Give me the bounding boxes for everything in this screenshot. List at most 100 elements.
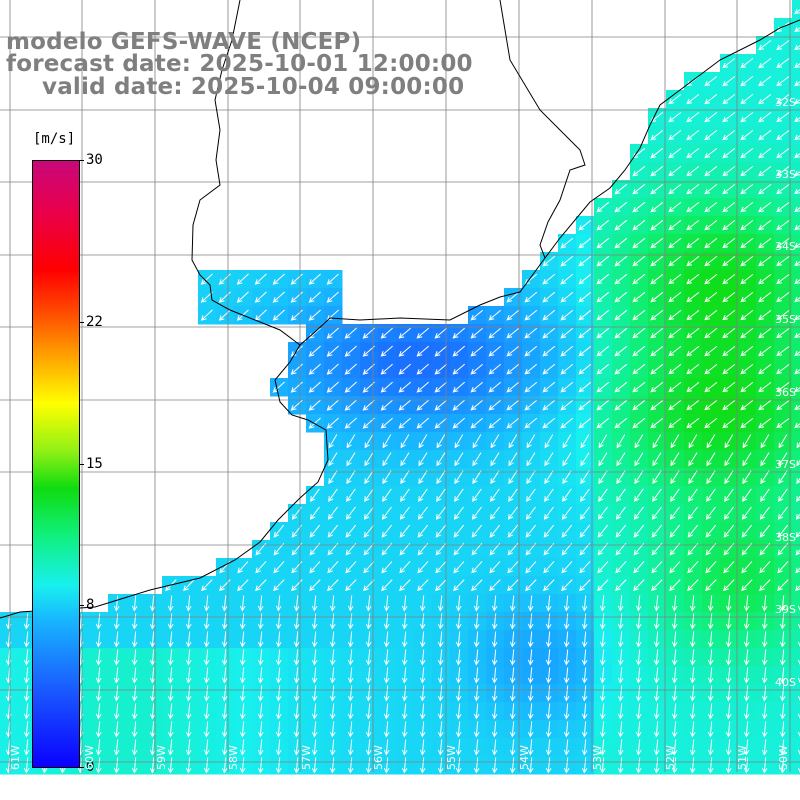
wind-arrow	[725, 757, 732, 774]
wind-arrow	[455, 757, 462, 774]
wind-arrow	[506, 345, 520, 357]
wind-arrow	[580, 488, 590, 502]
wind-arrow	[237, 579, 249, 592]
wind-arrow	[381, 579, 393, 592]
wind-arrow	[563, 721, 570, 738]
wind-arrow	[239, 721, 246, 738]
wind-arrow	[779, 667, 786, 684]
wind-arrow	[794, 314, 800, 321]
wind-arrow	[596, 201, 610, 213]
wind-arrow	[689, 595, 696, 612]
wind-arrow	[797, 749, 800, 756]
wind-arrow	[671, 631, 678, 648]
wind-arrow	[419, 721, 426, 738]
wind-arrow	[167, 721, 174, 738]
wind-arrow	[758, 238, 772, 249]
wind-arrow	[599, 649, 606, 666]
wind-arrow	[560, 291, 574, 303]
wind-arrow	[614, 417, 628, 429]
wind-arrow	[617, 739, 624, 756]
wind-arrow	[707, 721, 714, 738]
wind-arrow	[437, 721, 444, 738]
wind-arrow	[453, 524, 465, 538]
wind-arrow	[652, 452, 662, 467]
wind-arrow	[219, 579, 231, 592]
wind-arrow	[704, 166, 718, 177]
wind-arrow	[401, 613, 408, 630]
wind-cell	[792, 234, 800, 253]
wind-arrow	[740, 238, 754, 249]
wind-cell	[792, 306, 800, 325]
wind-arrow	[311, 685, 318, 702]
wind-arrow	[635, 649, 642, 666]
wind-arrow	[581, 703, 588, 720]
wind-arrow	[722, 112, 736, 123]
wind-arrow	[653, 667, 660, 684]
wind-arrow	[524, 291, 538, 303]
wind-arrow	[740, 202, 754, 213]
wind-arrow	[273, 561, 285, 574]
wind-arrow	[418, 470, 428, 485]
wind-cell	[792, 18, 800, 37]
wind-arrow	[398, 417, 412, 429]
wind-arrow	[776, 256, 790, 267]
wind-arrow	[614, 363, 628, 375]
wind-arrow	[311, 595, 318, 612]
wind-arrow	[344, 363, 357, 375]
wind-arrow	[221, 757, 228, 774]
wind-arrow	[668, 256, 682, 267]
wind-arrow	[596, 237, 610, 249]
wind-arrow	[365, 649, 372, 666]
wind-arrow	[453, 579, 465, 592]
wind-arrow	[578, 291, 592, 303]
wind-arrow	[743, 685, 750, 702]
wind-arrow	[688, 488, 698, 502]
wind-arrow	[544, 434, 554, 449]
wind-arrow	[203, 757, 210, 774]
colorbar-tick-label: 30	[86, 152, 103, 168]
wind-arrow	[527, 613, 534, 630]
wind-arrow	[95, 757, 102, 774]
wind-arrow	[308, 417, 321, 429]
wind-arrow	[418, 488, 428, 502]
wind-arrow	[527, 667, 534, 684]
wind-arrow	[578, 345, 592, 357]
wind-arrow	[686, 148, 700, 159]
wind-arrow	[632, 381, 646, 393]
wind-arrow	[419, 685, 426, 702]
wind-cell	[792, 720, 800, 739]
wind-arrow	[347, 757, 354, 774]
wind-arrow	[419, 739, 426, 756]
wind-cell	[792, 648, 800, 667]
wind-arrow	[632, 219, 646, 231]
wind-arrow	[633, 524, 645, 538]
wind-arrow	[668, 130, 682, 141]
wind-cell	[792, 594, 800, 613]
wind-arrow	[686, 418, 700, 429]
wind-arrow	[185, 739, 192, 756]
wind-arrow	[632, 327, 646, 339]
wind-arrow	[563, 757, 570, 774]
wind-arrow	[346, 470, 356, 485]
wind-arrow	[797, 767, 800, 774]
wind-arrow	[525, 524, 537, 538]
wind-arrow	[671, 685, 678, 702]
wind-arrow	[758, 166, 772, 177]
wind-arrow	[419, 667, 426, 684]
wind-arrow	[632, 201, 646, 213]
wind-arrow	[794, 116, 800, 123]
wind-arrow	[794, 278, 800, 285]
wind-arrow	[758, 310, 772, 321]
wind-arrow	[614, 219, 628, 231]
wind-arrow	[777, 561, 789, 574]
wind-arrow	[416, 327, 430, 339]
wind-arrow	[236, 273, 249, 285]
wind-arrow	[383, 649, 390, 666]
wind-arrow	[506, 291, 520, 303]
wind-arrow	[149, 595, 156, 612]
wind-arrow	[740, 364, 754, 375]
wind-arrow	[707, 703, 714, 720]
wind-arrow	[257, 631, 264, 648]
wind-arrow	[578, 381, 592, 393]
wind-arrow	[452, 327, 466, 339]
